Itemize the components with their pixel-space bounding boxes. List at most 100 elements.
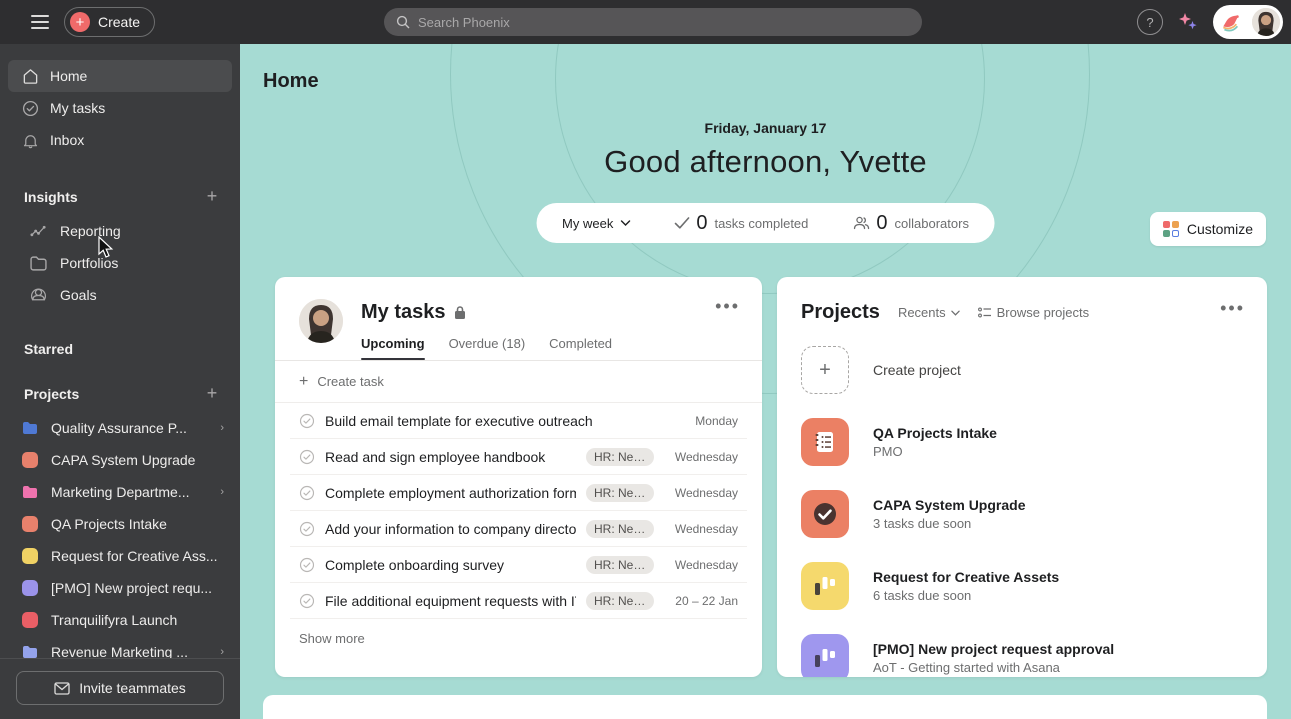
- project-icon: [801, 634, 849, 677]
- sidebar-item-label: Goals: [60, 287, 97, 303]
- task-check-icon[interactable]: [299, 593, 315, 609]
- project-subtitle: 3 tasks due soon: [873, 516, 972, 531]
- project-label: QA Projects Intake: [51, 516, 167, 532]
- task-due-date: 20 – 22 Jan: [675, 593, 738, 608]
- ai-sparkles-icon[interactable]: [1177, 11, 1199, 33]
- task-title: Complete onboarding survey: [325, 556, 504, 573]
- task-check-icon[interactable]: [299, 557, 315, 573]
- user-avatar[interactable]: [299, 299, 343, 343]
- tab-overdue[interactable]: Overdue (18): [448, 336, 526, 351]
- customize-button[interactable]: Customize: [1149, 212, 1266, 246]
- project-icon: [801, 418, 849, 466]
- my-week-dropdown[interactable]: My week: [562, 215, 631, 231]
- project-card-row[interactable]: [PMO] New project request approval AoT -…: [777, 622, 1267, 677]
- task-row[interactable]: Add your information to company director…: [290, 511, 747, 547]
- plus-icon: +: [70, 12, 90, 32]
- sidebar-footer: Invite teammates: [0, 658, 240, 719]
- show-more-link[interactable]: Show more: [299, 631, 365, 646]
- project-card-row[interactable]: QA Projects Intake PMO: [777, 406, 1267, 478]
- browse-projects-button[interactable]: Browse projects: [977, 305, 1089, 320]
- envelope-icon: [54, 681, 70, 695]
- sidebar-project-row[interactable]: Marketing Departme... ›: [0, 476, 240, 508]
- task-project-badge: HR: New…: [586, 519, 654, 538]
- task-title: File additional equipment requests with …: [325, 592, 576, 609]
- create-button[interactable]: + Create: [64, 7, 156, 37]
- page-title: Home: [263, 70, 319, 92]
- help-button[interactable]: ?: [1137, 9, 1163, 35]
- tab-completed[interactable]: Completed: [549, 336, 613, 351]
- sidebar-project-row[interactable]: QA Projects Intake: [0, 508, 240, 540]
- project-card-row[interactable]: CAPA System Upgrade 3 tasks due soon: [777, 478, 1267, 550]
- sidebar-item-inbox[interactable]: Inbox: [8, 124, 232, 156]
- project-label: Tranquilifyra Launch: [51, 612, 178, 628]
- plus-icon: +: [299, 372, 309, 390]
- phoenix-logo-icon: [1219, 9, 1245, 35]
- help-label: ?: [1146, 14, 1154, 30]
- project-label: Marketing Departme...: [51, 484, 190, 500]
- project-subtitle: 6 tasks due soon: [873, 588, 972, 603]
- insights-header-label: Insights: [24, 188, 78, 205]
- task-row[interactable]: Complete onboarding survey HR: New… Wedn…: [290, 547, 747, 583]
- customize-icon: [1162, 221, 1179, 237]
- task-row[interactable]: Read and sign employee handbook HR: New……: [290, 439, 747, 475]
- project-label: CAPA System Upgrade: [51, 452, 196, 468]
- checkmark-icon: [674, 217, 690, 229]
- sidebar-project-row[interactable]: Revenue Marketing ... ›: [0, 636, 240, 661]
- task-check-icon[interactable]: [299, 449, 315, 465]
- chevron-right-icon[interactable]: ›: [220, 646, 224, 658]
- task-check-icon[interactable]: [299, 521, 315, 537]
- project-color-icon: [22, 580, 38, 596]
- search-input[interactable]: Search Phoenix: [384, 8, 922, 36]
- project-icon: [801, 562, 849, 610]
- collaborators-value: 0: [876, 211, 888, 234]
- add-insight-button[interactable]: +: [206, 186, 218, 206]
- sidebar-section-starred[interactable]: Starred: [0, 341, 240, 357]
- chevron-right-icon[interactable]: ›: [220, 422, 224, 434]
- project-label: Revenue Marketing ...: [51, 644, 188, 660]
- create-project-button[interactable]: + Create project: [777, 334, 1267, 406]
- create-task-button[interactable]: + Create task: [275, 361, 762, 403]
- greeting-text: Good afternoon, Yvette: [604, 144, 927, 179]
- task-due-date: Wednesday: [674, 449, 738, 464]
- sidebar-project-row[interactable]: Quality Assurance P... ›: [0, 412, 240, 444]
- sidebar-project-row[interactable]: Tranquilifyra Launch: [0, 604, 240, 636]
- task-check-icon[interactable]: [299, 485, 315, 501]
- my-tasks-title[interactable]: My tasks: [361, 301, 446, 323]
- sidebar-project-row[interactable]: Request for Creative Ass...: [0, 540, 240, 572]
- sidebar-scroll-area[interactable]: Home My tasks Inbox Insights + Reporting…: [0, 44, 240, 661]
- bell-icon: [23, 134, 38, 148]
- widget-menu-button[interactable]: •••: [1220, 298, 1245, 318]
- list-icon: [977, 307, 991, 317]
- task-row[interactable]: File additional equipment requests with …: [290, 583, 747, 619]
- folder-icon: [22, 645, 38, 659]
- project-card-row[interactable]: Request for Creative Assets 6 tasks due …: [777, 550, 1267, 622]
- task-row[interactable]: Build email template for executive outre…: [290, 403, 747, 439]
- task-check-icon[interactable]: [299, 413, 315, 429]
- sidebar-project-row[interactable]: CAPA System Upgrade: [0, 444, 240, 476]
- my-week-label: My week: [562, 215, 614, 231]
- collaborators-stat: 0 collaborators: [852, 212, 969, 235]
- widget-menu-button[interactable]: •••: [715, 296, 740, 316]
- recents-dropdown[interactable]: Recents: [898, 305, 960, 320]
- lock-icon: [454, 306, 465, 319]
- tab-upcoming[interactable]: Upcoming: [361, 336, 425, 360]
- sidebar-item-my-tasks[interactable]: My tasks: [8, 92, 232, 124]
- sidebar-item-label: Reporting: [60, 223, 121, 239]
- invite-teammates-button[interactable]: Invite teammates: [16, 671, 224, 705]
- check-badge-icon: [814, 503, 836, 525]
- add-project-button[interactable]: +: [206, 383, 218, 403]
- task-row[interactable]: Complete employment authorization form H…: [290, 475, 747, 511]
- sidebar-project-row[interactable]: [PMO] New project requ...: [0, 572, 240, 604]
- search-icon: [396, 15, 410, 29]
- sidebar-item-goals[interactable]: Goals: [0, 279, 240, 311]
- sidebar-item-reporting[interactable]: Reporting: [0, 215, 240, 247]
- project-color-icon: [22, 612, 38, 628]
- sidebar-toggle-icon[interactable]: [22, 6, 58, 38]
- sidebar-item-portfolios[interactable]: Portfolios: [0, 247, 240, 279]
- chevron-right-icon[interactable]: ›: [220, 486, 224, 498]
- sidebar-item-home[interactable]: Home: [8, 60, 232, 92]
- task-due-date: Wednesday: [674, 485, 738, 500]
- account-menu[interactable]: [1213, 5, 1283, 39]
- tasks-completed-stat: 0 tasks completed: [674, 212, 808, 235]
- task-project-badge: HR: New…: [586, 591, 654, 610]
